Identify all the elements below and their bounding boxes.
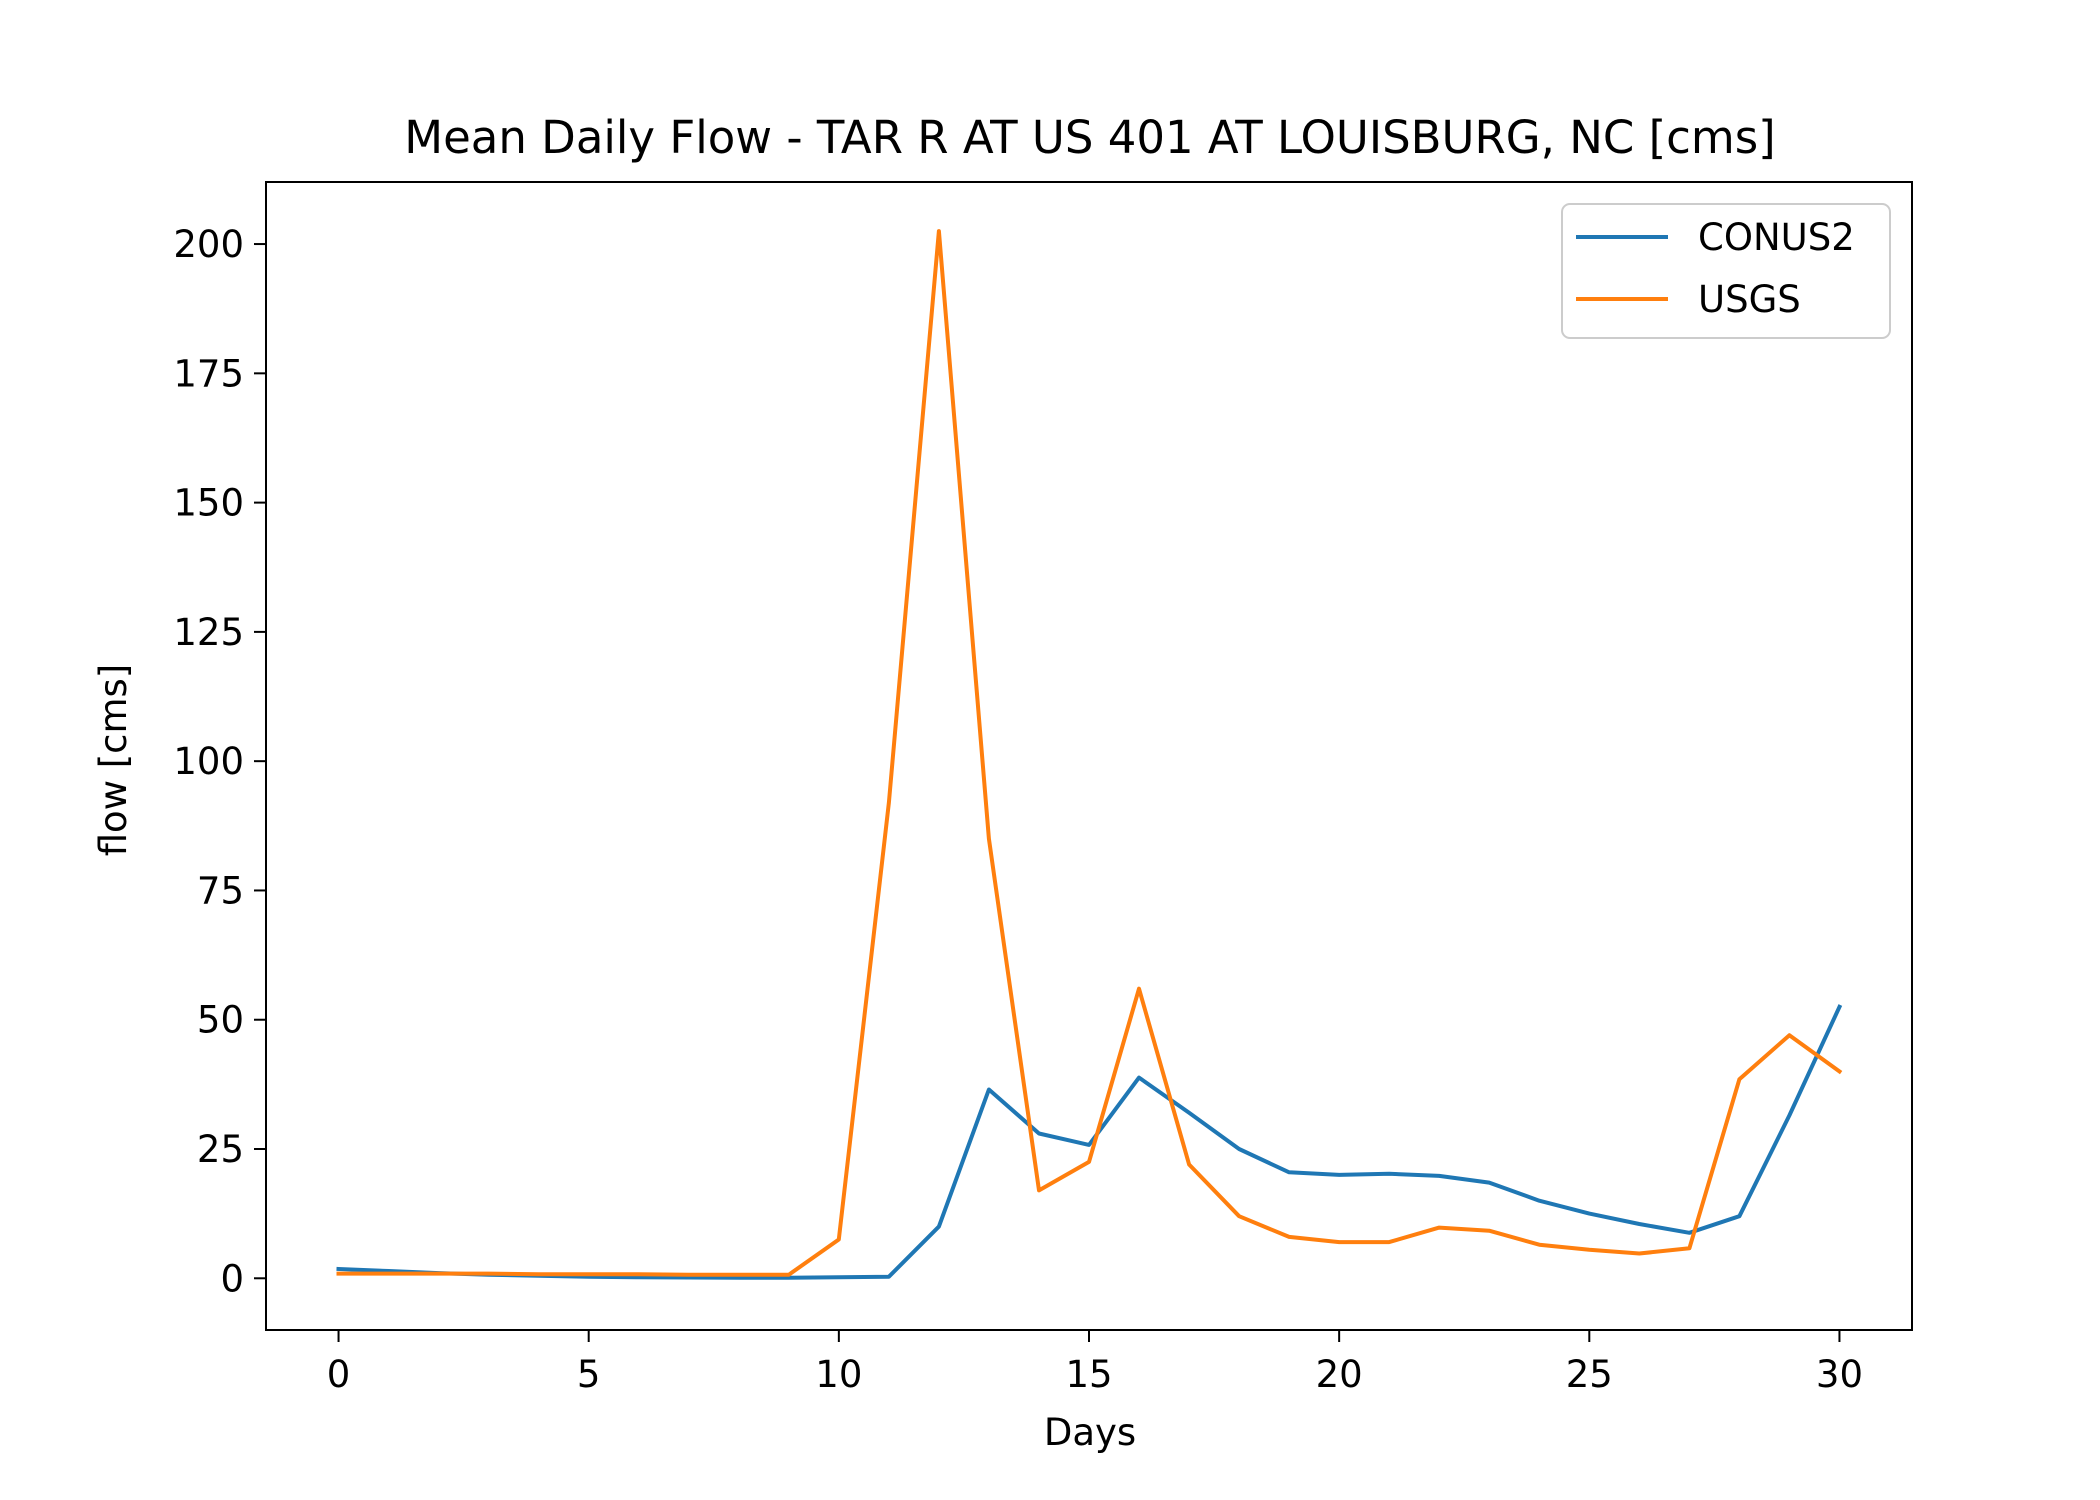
series-line-usgs (336, 229, 1843, 1277)
y-tick-label: 200 (173, 223, 244, 266)
y-tick-label: 50 (197, 999, 244, 1042)
x-axis: 0 5 10 15 20 25 30 (327, 1330, 1863, 1396)
legend: CONUS2 USGS (1561, 203, 1891, 339)
y-axis: 0 25 50 75 100 125 150 175 200 (173, 223, 266, 1300)
x-tick-label: 20 (1316, 1353, 1363, 1396)
y-tick-label: 150 (173, 482, 244, 525)
y-tick-label: 175 (173, 352, 244, 395)
y-tick-label: 75 (197, 869, 244, 912)
y-axis-label: flow [cms] (92, 664, 135, 857)
y-tick-label: 125 (173, 611, 244, 654)
x-tick-label: 15 (1065, 1353, 1112, 1396)
y-tick-label: 100 (173, 740, 244, 783)
x-tick-label: 0 (327, 1353, 351, 1396)
x-tick-label: 10 (815, 1353, 862, 1396)
x-axis-label: Days (1044, 1411, 1136, 1454)
y-tick-label: 0 (220, 1257, 244, 1300)
y-tick-label: 25 (197, 1128, 244, 1171)
x-tick-label: 5 (577, 1353, 601, 1396)
x-tick-label: 25 (1566, 1353, 1613, 1396)
series-line-conus2 (336, 1004, 1843, 1280)
legend-label-usgs: USGS (1698, 278, 1801, 321)
chart-title: Mean Daily Flow - TAR R AT US 401 AT LOU… (404, 111, 1775, 164)
x-tick-label: 30 (1816, 1353, 1863, 1396)
legend-label-conus2: CONUS2 (1698, 216, 1855, 259)
